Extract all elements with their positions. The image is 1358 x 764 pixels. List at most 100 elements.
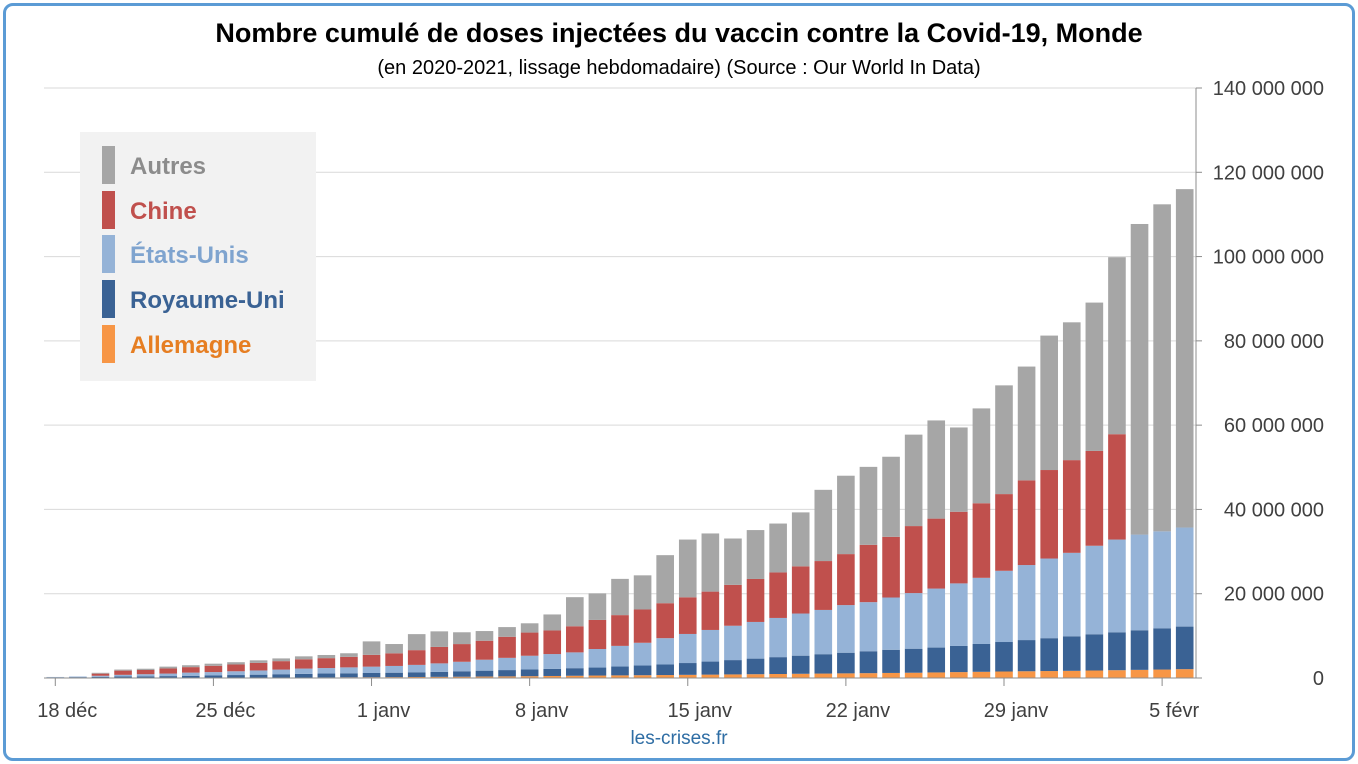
bar-segment-allemagne <box>1085 670 1104 678</box>
bar-segment-autres <box>1108 257 1126 435</box>
legend-swatch-allemagne <box>102 325 115 363</box>
bar-segment-royaume-uni <box>1040 638 1058 672</box>
bar-segment-autres <box>678 539 697 598</box>
bar-segment-etats-unis <box>227 671 245 676</box>
bar-segment-chine <box>791 566 810 614</box>
bar-segment-allemagne <box>678 674 697 678</box>
bar-segment-autres <box>1153 204 1171 532</box>
bar-segment-etats-unis <box>904 593 923 649</box>
legend-label-etats-unis: États-Unis <box>130 242 249 269</box>
bar-segment-royaume-uni <box>972 643 991 672</box>
bar-segment-etats-unis <box>475 659 494 671</box>
bar-segment-chine <box>927 518 946 589</box>
bar-segment-royaume-uni <box>453 671 471 677</box>
bar-segment-etats-unis <box>1040 558 1058 639</box>
bar-segment-autres <box>1130 223 1149 535</box>
y-tick-label: 140 000 000 <box>1213 78 1324 100</box>
bar-segment-allemagne <box>950 672 968 678</box>
bar-segment-allemagne <box>611 675 629 678</box>
bar-segment-chine <box>882 536 900 598</box>
bar-segment-chine <box>746 578 765 622</box>
bar-segment-royaume-uni <box>498 670 516 677</box>
bar-segment-etats-unis <box>520 655 539 670</box>
bar-segment-autres <box>995 385 1013 495</box>
legend-label-allemagne: Allemagne <box>130 332 252 359</box>
bar-segment-chine <box>656 603 674 639</box>
y-tick-label: 120 000 000 <box>1213 162 1324 184</box>
bar-segment-etats-unis <box>950 583 968 646</box>
x-tick-label: 5 févr <box>1149 700 1199 722</box>
bar-segment-autres <box>249 660 268 663</box>
bar-segment-autres <box>385 644 403 654</box>
bar-segment-autres <box>588 593 607 620</box>
bar-segment-allemagne <box>430 676 449 678</box>
bar-segment-autres <box>272 658 290 662</box>
bar-segment-royaume-uni <box>520 669 539 677</box>
bar-segment-autres <box>159 666 178 669</box>
bar-segment-allemagne <box>814 673 833 678</box>
bar-segment-chine <box>972 503 991 578</box>
bar-segment-royaume-uni <box>1085 634 1104 671</box>
bar-segment-etats-unis <box>136 674 155 677</box>
bar-segment-etats-unis <box>407 664 426 673</box>
bar-segment-royaume-uni <box>543 668 562 676</box>
bar-segment-allemagne <box>656 675 674 678</box>
bar-segment-chine <box>317 658 336 669</box>
bar-segment-allemagne <box>746 674 765 678</box>
x-tick-label: 22 janv <box>826 700 891 722</box>
bar-segment-etats-unis <box>837 605 855 653</box>
bar-segment-allemagne <box>1153 669 1171 678</box>
bar-segment-etats-unis <box>1062 552 1081 637</box>
bar-segment-allemagne <box>972 671 991 678</box>
bar-segment-royaume-uni <box>656 664 674 676</box>
bar-segment-autres <box>746 530 765 579</box>
bar-segment-allemagne <box>1062 670 1081 678</box>
bar-segment-etats-unis <box>1130 534 1149 631</box>
bar-segment-chine <box>678 597 697 634</box>
bar-segment-chine <box>1017 480 1036 566</box>
bar-segment-etats-unis <box>927 588 946 648</box>
bar-segment-royaume-uni <box>611 666 629 676</box>
bar-segment-autres <box>227 662 245 665</box>
bar-segment-etats-unis <box>317 668 336 674</box>
bar-segment-etats-unis <box>995 570 1013 643</box>
bar-segment-autres <box>136 668 155 670</box>
x-tick-label: 1 janv <box>357 700 410 722</box>
bar-segment-chine <box>182 667 200 673</box>
bar-segment-chine <box>701 591 720 630</box>
bar-segment-etats-unis <box>272 669 290 675</box>
bar-segment-etats-unis <box>1017 565 1036 641</box>
bar-segment-chine <box>837 554 855 606</box>
x-tick-label: 25 déc <box>195 700 255 722</box>
bar-segment-royaume-uni <box>430 671 449 677</box>
bar-segment-royaume-uni <box>950 645 968 673</box>
bar-segment-allemagne <box>1108 670 1126 678</box>
source-credit: les-crises.fr <box>630 728 728 749</box>
bars <box>46 189 1194 678</box>
bar-segment-chine <box>272 661 290 670</box>
bar-segment-autres <box>769 523 787 573</box>
bar-segment-etats-unis <box>701 629 720 662</box>
bar-segment-royaume-uni <box>633 665 652 676</box>
bar-segment-chine <box>407 650 426 665</box>
bar-segment-etats-unis <box>1175 527 1194 627</box>
bar-segment-allemagne <box>566 675 584 678</box>
bar-segment-allemagne <box>1017 671 1036 678</box>
bar-segment-allemagne <box>1130 669 1149 678</box>
y-tick-labels: 0 20 000 000 40 000 000 60 000 000 80 000 00… <box>1213 78 1324 690</box>
legend-label-royaume-uni: Royaume-Uni <box>130 287 285 314</box>
legend: Autres Chine États-Unis Royaume-Uni Alle… <box>80 132 316 381</box>
bar-segment-autres <box>362 641 381 655</box>
bar-segment-royaume-uni <box>114 676 132 678</box>
bar-segment-autres <box>791 512 810 567</box>
bar-segment-chine <box>1085 450 1104 546</box>
y-tick-label: 0 <box>1313 668 1324 690</box>
bar-segment-autres <box>656 555 674 604</box>
bar-segment-allemagne <box>633 675 652 678</box>
bar-segment-etats-unis <box>633 642 652 666</box>
bar-segment-etats-unis <box>340 667 358 674</box>
legend-label-chine: Chine <box>130 198 197 225</box>
bar-segment-autres <box>520 623 539 633</box>
bar-segment-allemagne <box>927 672 946 678</box>
bar-segment-royaume-uni <box>362 672 381 678</box>
